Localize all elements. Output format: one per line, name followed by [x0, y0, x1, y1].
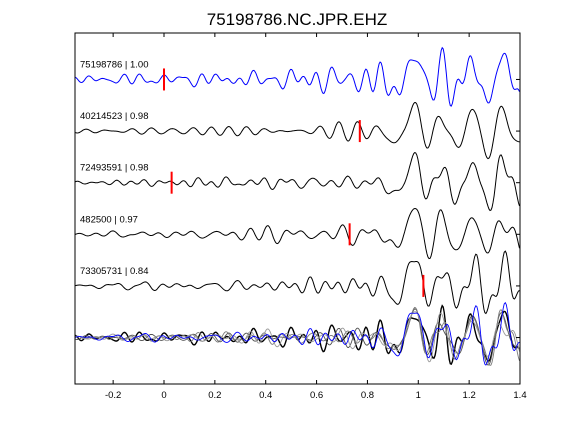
trace-label-75198786: 75198786 | 1.00 — [80, 59, 149, 70]
stack-trace-73305731 — [74, 301, 520, 366]
trace-waveform-482500 — [74, 207, 520, 260]
stack-layer — [74, 301, 521, 366]
x-tick-label: 1 — [416, 390, 421, 401]
x-tick-label: 0.4 — [259, 390, 272, 401]
trace-waveform-72493591 — [74, 152, 520, 212]
x-tick-label: -0.2 — [105, 390, 121, 401]
chart-title: 75198786.NC.JPR.EHZ — [207, 10, 387, 29]
x-tick-label: 0.8 — [361, 390, 374, 401]
trace-label-40214523: 40214523 | 0.98 — [80, 111, 149, 122]
x-tick-label: 1.4 — [513, 390, 526, 401]
plot-frame — [74, 32, 521, 385]
trace-waveform-75198786 — [74, 46, 520, 107]
trace-waveform-73305731 — [74, 250, 520, 315]
y-axis-right-ticks — [516, 78, 520, 339]
stack-trace-482500 — [74, 311, 520, 363]
x-tick-label: 1.2 — [463, 390, 476, 401]
trace-labels: 75198786 | 1.00 40214523 | 0.98 72493591 |… — [80, 59, 149, 276]
stack-trace-72493591 — [74, 306, 520, 366]
x-tick-label: 0.6 — [310, 390, 323, 401]
x-axis: -0.2 0 0.2 0.4 0.6 0.8 1 1.2 1.4 — [105, 33, 527, 401]
trace-label-73305731: 73305731 | 0.84 — [80, 266, 149, 277]
traces-layer — [74, 46, 520, 315]
x-tick-label: 0.2 — [208, 390, 221, 401]
trace-waveform-40214523 — [74, 101, 520, 160]
trace-label-482500: 482500 | 0.97 — [80, 214, 138, 225]
trace-label-72493591: 72493591 | 0.98 — [80, 163, 149, 174]
x-tick-label: 0 — [161, 390, 166, 401]
picks-layer — [163, 68, 425, 297]
